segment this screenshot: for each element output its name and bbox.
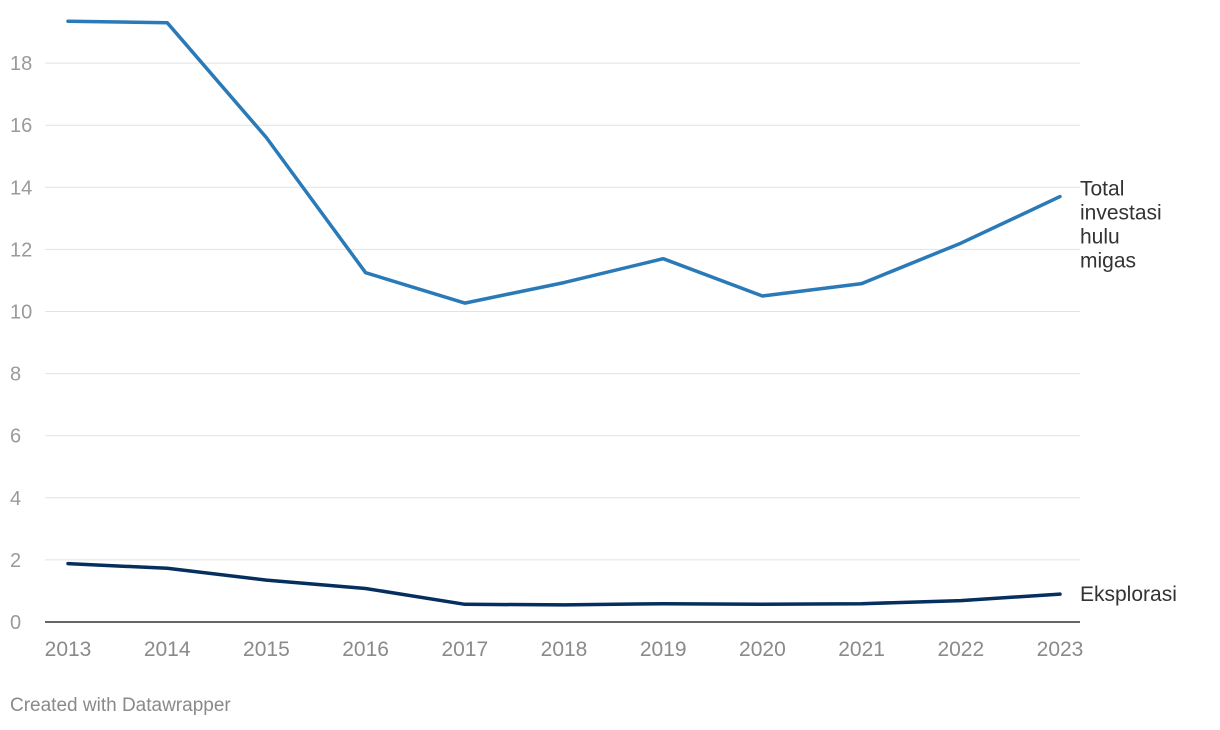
datawrapper-credit: Created with Datawrapper [10,695,231,716]
series-label-line: hulu [1080,226,1120,249]
y-tick-label: 6 [10,426,21,448]
series-label-eksplorasi: Eksplorasi [1080,583,1177,606]
x-tick-label: 2018 [541,638,588,661]
x-tick-label: 2020 [739,638,786,661]
y-axis-ticks: 0 2 4 6 8 10 12 14 16 18 [10,53,32,634]
y-tick-label: 18 [10,53,32,75]
y-tick-label: 4 [10,488,21,510]
y-tick-label: 12 [10,239,32,261]
series-label-line: migas [1080,250,1136,273]
series-line-total-investasi [66,19,1062,305]
series-label-line: investasi [1080,202,1162,225]
x-tick-label: 2013 [45,638,92,661]
series-label-line: Eksplorasi [1080,583,1177,606]
x-tick-label: 2021 [838,638,885,661]
line-chart: 0 2 4 6 8 10 12 14 16 18 2013 2014 2015 2016 2017 2018… [10,19,1177,661]
series-label-line: Total [1080,178,1124,201]
series-lines [66,19,1062,607]
x-tick-label: 2017 [441,638,488,661]
x-tick-label: 2016 [342,638,389,661]
x-tick-label: 2019 [640,638,687,661]
grid-lines [45,62,1080,561]
y-tick-label: 0 [10,612,21,634]
x-tick-label: 2022 [937,638,984,661]
y-tick-label: 2 [10,550,21,572]
x-tick-label: 2014 [144,638,191,661]
y-tick-label: 14 [10,177,32,199]
x-axis-ticks: 2013 2014 2015 2016 2017 2018 2019 2020 2021 2022… [45,638,1084,661]
x-tick-label: 2023 [1037,638,1084,661]
series-line-eksplorasi [66,561,1062,607]
y-tick-label: 8 [10,364,21,386]
y-tick-label: 16 [10,115,32,137]
x-tick-label: 2015 [243,638,290,661]
y-tick-label: 10 [10,302,32,324]
